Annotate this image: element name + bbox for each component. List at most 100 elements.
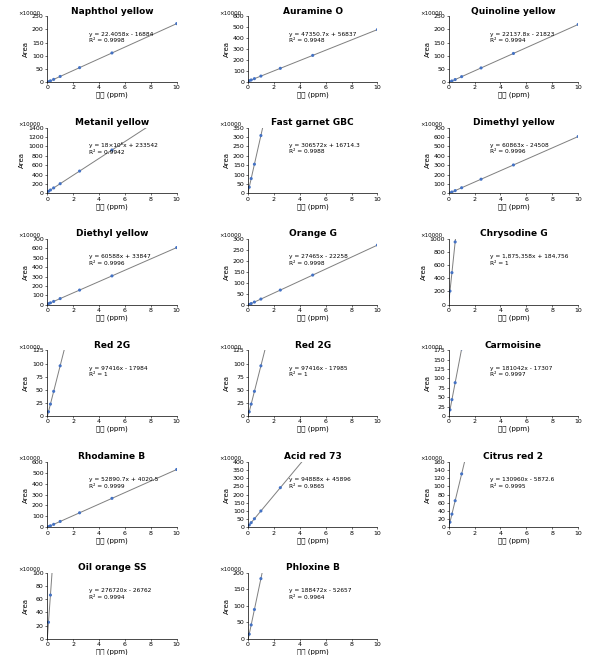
Point [250, 605, 259, 615]
Point [308, 50, 317, 61]
Point [256, 506, 266, 516]
Text: ×10000: ×10000 [219, 567, 241, 572]
Point [45, 297, 55, 308]
Y-axis label: Area: Area [24, 598, 30, 614]
X-axis label: 단위 (ppm): 단위 (ppm) [497, 537, 529, 544]
Point [450, 185, 460, 196]
Point [75, 166, 84, 176]
Point [509, 254, 518, 265]
Point [107, 493, 117, 504]
Point [276, 483, 285, 493]
Point [172, 242, 182, 253]
Point [308, 157, 317, 167]
Point [447, 394, 457, 405]
Y-axis label: Area: Area [425, 153, 431, 168]
Point [573, 131, 583, 141]
Text: y = 22137.8x - 21823
R² = 0.9994: y = 22137.8x - 21823 R² = 0.9994 [490, 31, 555, 43]
X-axis label: 단위 (ppm): 단위 (ppm) [497, 92, 529, 98]
Point [373, 18, 382, 28]
Point [276, 63, 285, 73]
X-axis label: 단위 (ppm): 단위 (ppm) [297, 203, 329, 210]
Title: Naphthol yellow: Naphthol yellow [71, 7, 153, 16]
Point [250, 297, 259, 307]
Text: ×10000: ×10000 [19, 233, 41, 238]
Point [256, 294, 266, 305]
X-axis label: 단위 (ppm): 단위 (ppm) [96, 203, 128, 210]
Text: y = 188472x - 52657
R² = 0.9964: y = 188472x - 52657 R² = 0.9964 [289, 588, 352, 600]
Point [107, 271, 117, 281]
Title: Rhodamine B: Rhodamine B [78, 452, 146, 461]
Point [476, 63, 486, 73]
X-axis label: 단위 (ppm): 단위 (ppm) [297, 92, 329, 98]
Point [509, 48, 518, 59]
Point [447, 187, 457, 197]
Point [256, 71, 266, 81]
Title: Red 2G: Red 2G [94, 341, 130, 350]
Text: y = 18×10⁶x + 233542
R² = 0.9942: y = 18×10⁶x + 233542 R² = 0.9942 [88, 142, 158, 155]
Point [55, 71, 65, 82]
Point [172, 464, 182, 475]
Text: y = 130960x - 5872.6
R² = 0.9995: y = 130960x - 5872.6 R² = 0.9995 [490, 477, 555, 489]
Point [457, 344, 466, 354]
Point [373, 366, 382, 377]
Point [49, 519, 58, 530]
X-axis label: 단위 (ppm): 단위 (ppm) [96, 426, 128, 432]
Y-axis label: Area: Area [19, 153, 25, 168]
Point [45, 590, 55, 600]
Point [457, 176, 466, 186]
Point [247, 620, 256, 630]
Text: ×10000: ×10000 [19, 567, 41, 572]
Y-axis label: Area: Area [224, 487, 230, 502]
Point [450, 495, 460, 506]
Point [55, 178, 65, 189]
Point [55, 361, 65, 371]
Text: y = 94888x + 45896
R² = 0.9865: y = 94888x + 45896 R² = 0.9865 [289, 477, 351, 489]
Point [244, 407, 254, 417]
Title: Red 2G: Red 2G [294, 341, 331, 350]
Point [44, 521, 53, 532]
Text: y = 276720x - 26762
R² = 0.9994: y = 276720x - 26762 R² = 0.9994 [88, 588, 151, 600]
Y-axis label: Area: Area [425, 375, 431, 391]
Text: ×10000: ×10000 [420, 345, 442, 350]
Title: Metanil yellow: Metanil yellow [75, 118, 149, 127]
Point [276, 284, 285, 295]
Point [256, 361, 266, 371]
Point [49, 74, 58, 84]
Text: ×10000: ×10000 [219, 233, 241, 238]
Point [75, 284, 84, 295]
Y-axis label: Area: Area [425, 41, 431, 57]
Point [244, 299, 254, 310]
Point [476, 0, 486, 1]
Point [573, 19, 583, 29]
Title: Dimethyl yellow: Dimethyl yellow [473, 118, 555, 127]
Y-axis label: Area: Area [23, 264, 29, 280]
Point [55, 293, 65, 304]
Point [107, 157, 117, 167]
Text: y = 27465x - 22258
R² = 0.9998: y = 27465x - 22258 R² = 0.9998 [289, 254, 348, 266]
Y-axis label: Area: Area [224, 153, 230, 168]
Text: ×10000: ×10000 [420, 456, 442, 461]
Point [308, 326, 317, 337]
Point [49, 386, 58, 396]
Point [250, 73, 259, 84]
Point [457, 469, 466, 479]
Point [250, 514, 259, 524]
Title: Phloxine B: Phloxine B [286, 563, 340, 572]
X-axis label: 단위 (ppm): 단위 (ppm) [297, 537, 329, 544]
Y-axis label: Area: Area [421, 264, 427, 280]
Title: Chrysodine G: Chrysodine G [480, 229, 548, 238]
Title: Orange G: Orange G [289, 229, 337, 238]
Point [172, 103, 182, 113]
X-axis label: 단위 (ppm): 단위 (ppm) [497, 426, 529, 432]
Title: Fast garnet GBC: Fast garnet GBC [271, 118, 354, 127]
Point [308, 443, 317, 454]
Point [276, 45, 285, 55]
Point [308, 270, 317, 280]
Point [256, 573, 266, 584]
Point [445, 286, 455, 296]
Title: Acid red 73: Acid red 73 [284, 452, 342, 461]
Point [247, 399, 256, 409]
X-axis label: 단위 (ppm): 단위 (ppm) [297, 314, 329, 321]
Point [256, 130, 266, 141]
Title: Oil orange SS: Oil orange SS [78, 563, 146, 572]
